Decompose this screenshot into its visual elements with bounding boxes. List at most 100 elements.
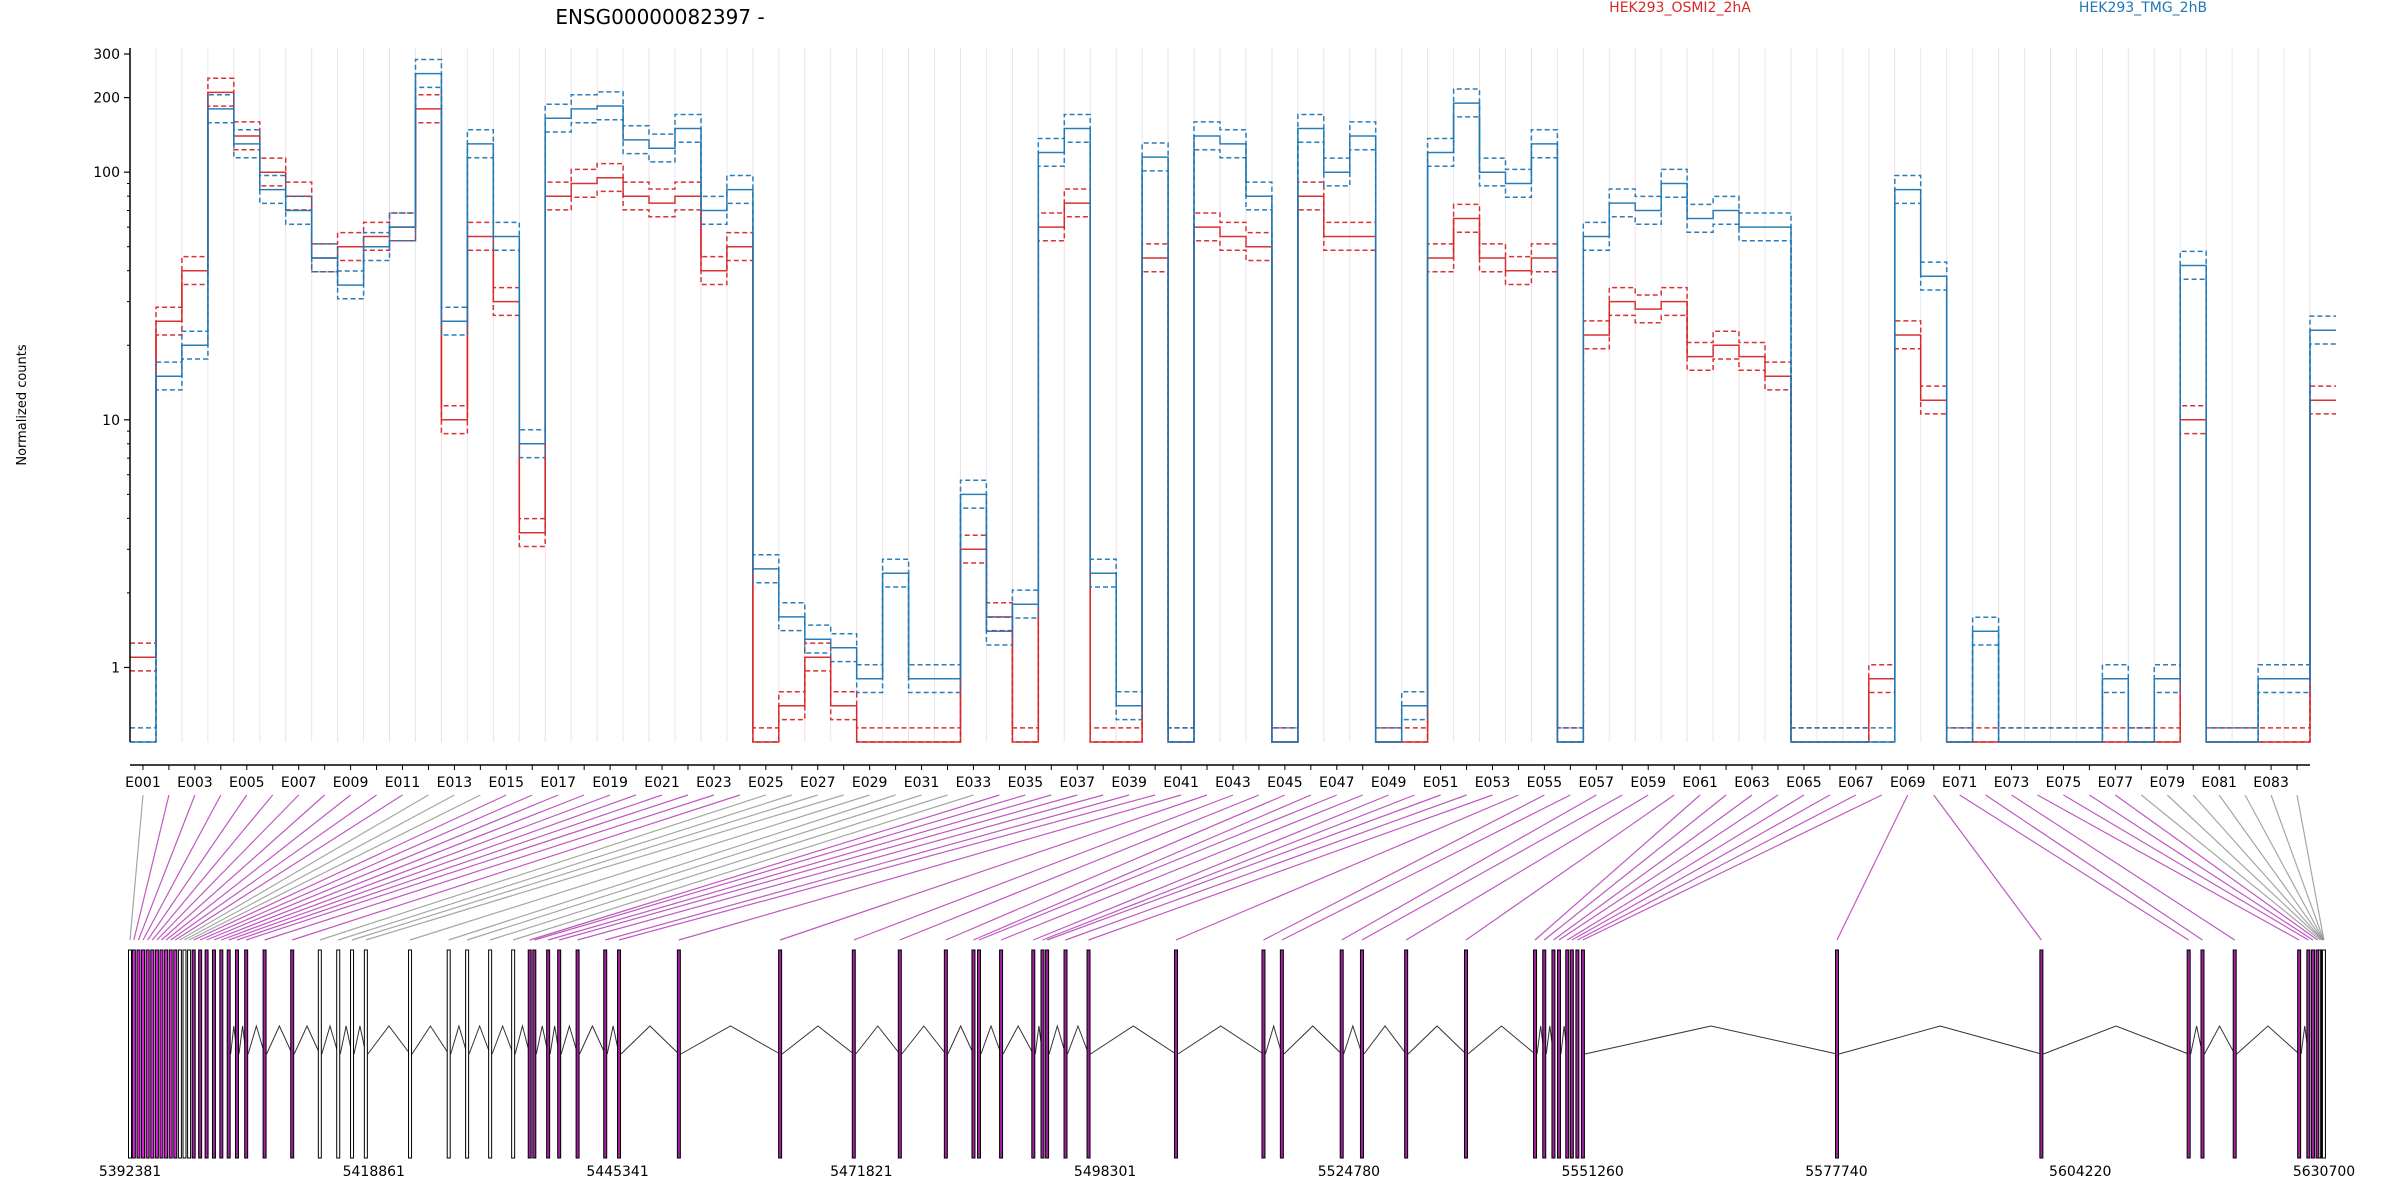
exon-block <box>204 949 209 1159</box>
intron-line <box>1363 1025 1407 1055</box>
exon-tick-label: E019 <box>592 775 628 791</box>
genomic-tick-label: 5604220 <box>2049 1164 2111 1180</box>
exon-tick-label: E013 <box>437 775 473 791</box>
intron-line <box>1343 1024 1363 1055</box>
y-axis: 1 10 100 200 300 <box>93 47 131 742</box>
exon-connector <box>292 794 741 941</box>
exon-connector <box>1033 794 1389 941</box>
exon-tick-label: E069 <box>1890 775 1926 791</box>
exon-connector <box>199 794 533 941</box>
exon-connector <box>973 794 1312 941</box>
series-line-osmi <box>130 91 2336 743</box>
exon-tick-label: E011 <box>385 775 421 791</box>
exon-block <box>897 949 902 1159</box>
exon-connector <box>184 794 455 941</box>
series-line-tmg <box>130 58 2336 729</box>
exon-connector <box>1571 794 1831 941</box>
exon-connector <box>2296 794 2325 941</box>
exon-tick-label: E029 <box>852 775 888 791</box>
exon-block <box>226 949 231 1159</box>
exon-block <box>851 949 856 1159</box>
exon-tick-label: E059 <box>1630 775 1666 791</box>
exon-connector <box>1553 794 1753 941</box>
exon-connector <box>133 794 170 941</box>
exon-connector <box>779 794 1208 941</box>
exon-block <box>488 949 493 1159</box>
genomic-tick-label: 5392381 <box>99 1164 161 1180</box>
exon-block <box>2306 949 2311 1159</box>
intron-line <box>901 1025 947 1055</box>
exon-tick-label: E017 <box>540 775 576 791</box>
y-tick-label: 1 <box>111 660 120 676</box>
exon-connector <box>2140 794 2321 941</box>
exon-block <box>317 949 322 1159</box>
exon-block <box>557 949 562 1159</box>
intron-line <box>266 1024 293 1055</box>
exon-block <box>676 949 681 1159</box>
exon-tick-label: E031 <box>904 775 940 791</box>
exon-block <box>1575 949 1580 1159</box>
exon-tick-label: E015 <box>489 775 525 791</box>
exon-connector <box>213 794 585 941</box>
intron-line <box>980 1024 1002 1055</box>
exon-block <box>1404 949 1409 1159</box>
exon-block <box>211 949 216 1159</box>
exon-connector <box>142 794 222 941</box>
exon-block <box>2039 949 2044 1159</box>
exon-block <box>164 949 169 1159</box>
series-line-tmg <box>130 72 2336 743</box>
exon-block <box>1565 949 1570 1159</box>
exon-block <box>1040 949 1045 1159</box>
exon-block <box>350 949 355 1159</box>
exon-connector <box>228 794 637 941</box>
genomic-tick-label: 5445341 <box>586 1164 648 1180</box>
exon-block <box>511 949 516 1159</box>
exon-block <box>262 949 267 1159</box>
intron-line <box>293 1024 321 1055</box>
exon-block <box>1063 949 1068 1159</box>
exon-connector <box>338 794 792 941</box>
exon-connector <box>534 794 1026 941</box>
series-line-tmg <box>130 86 2336 743</box>
exon-connector <box>2192 794 2324 941</box>
intron-line <box>468 1024 491 1055</box>
genomic-tick-label: 5498301 <box>1074 1164 1136 1180</box>
exon-tick-label: E083 <box>2253 775 2289 791</box>
exon-block <box>408 949 413 1159</box>
exon-tick-label: E077 <box>2098 775 2134 791</box>
series-lines <box>130 58 2336 743</box>
exon-axis: E001 E003 E005 E007 E009 E011 E013 E015 E017 E019… <box>125 764 2310 791</box>
intron-line <box>450 1024 468 1055</box>
exon-block <box>219 949 224 1159</box>
exon-block <box>2232 949 2237 1159</box>
exon-tick-label: E039 <box>1111 775 1147 791</box>
exon-connector <box>618 794 1156 941</box>
exon-block <box>2186 949 2191 1159</box>
exon-connector <box>2166 794 2323 941</box>
exon-block <box>1463 949 1468 1159</box>
exon-tick-label: E049 <box>1371 775 1407 791</box>
intron-line <box>491 1024 514 1055</box>
exon-tick-label: E045 <box>1267 775 1303 791</box>
exon-block <box>532 949 537 1159</box>
exon-connector <box>161 794 326 941</box>
intron-line <box>2236 1025 2300 1055</box>
exon-block <box>446 949 451 1159</box>
exon-block <box>1086 949 1091 1159</box>
exon-connector <box>1543 794 1727 941</box>
exon-connector <box>365 794 844 941</box>
exon-connector <box>559 794 1078 941</box>
exon-block <box>527 949 532 1159</box>
genomic-tick-label: 5524780 <box>1318 1164 1380 1180</box>
exon-block <box>2310 949 2315 1159</box>
genomic-tick-label: 5471821 <box>830 1164 892 1180</box>
exon-connector <box>1361 794 1623 941</box>
exon-tick-label: E027 <box>800 775 836 791</box>
exon-connector <box>147 794 248 941</box>
exon-block <box>1339 949 1344 1159</box>
exon-tick-label: E057 <box>1579 775 1615 791</box>
exon-block <box>136 949 141 1159</box>
exon-connector <box>245 794 689 941</box>
exon-block <box>1173 949 1178 1159</box>
exon-connector <box>1933 794 2042 941</box>
